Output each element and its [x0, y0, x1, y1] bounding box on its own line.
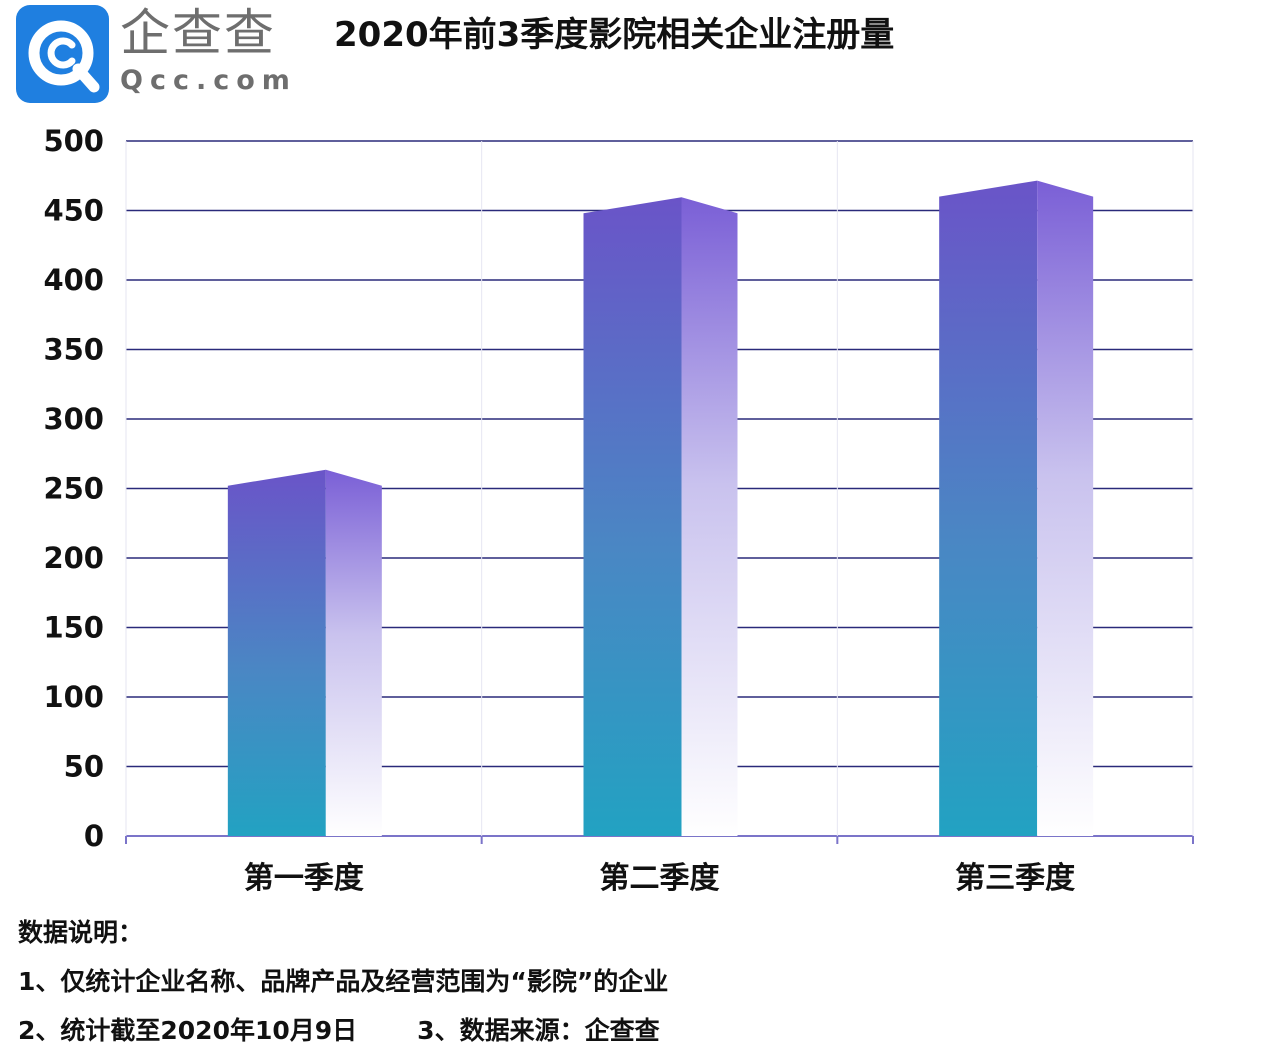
y-tick-label: 150	[43, 611, 104, 645]
y-tick-label: 400	[43, 263, 104, 297]
magnifier-c-icon	[28, 20, 100, 93]
bar-chart: 050100150200250300350400450500 第一季度 第二季度第…	[43, 124, 1194, 896]
bar-side-face	[325, 469, 382, 836]
y-tick-label: 300	[43, 402, 104, 436]
brand-name-cn: 企查查	[120, 4, 276, 62]
bar-3	[939, 180, 1094, 837]
notes-line-1: 1、仅统计企业名称、品牌产品及经营范围为“影院”的企业	[18, 967, 669, 996]
bar-front-face	[939, 180, 1038, 837]
y-tick-label: 200	[43, 541, 104, 575]
brand-name-en: Qcc.com	[120, 65, 297, 96]
bar-front-face	[227, 469, 326, 836]
x-tick-label: 第三季度	[955, 861, 1075, 896]
data-notes: 数据说明： 1、仅统计企业名称、品牌产品及经营范围为“影院”的企业 2、统计截至…	[18, 908, 668, 1055]
x-axis-ticks: 第一季度 第二季度 第三季度	[244, 861, 1075, 896]
qcc-logo	[16, 5, 109, 103]
y-tick-label: 100	[43, 680, 104, 714]
y-tick-label: 500	[43, 124, 104, 158]
notes-line-2: 2、统计截至2020年10月9日 3、数据来源：企查查	[18, 1006, 668, 1055]
notes-line-2-date: 2、统计截至2020年10月9日	[18, 1016, 358, 1045]
bar-2	[583, 197, 738, 836]
bars	[227, 180, 1094, 837]
y-axis-ticks: 0 50 100 150 200 250 300 350 400 450 500	[43, 124, 104, 853]
y-tick-label: 0	[84, 819, 104, 853]
bar-1	[227, 469, 382, 836]
y-tick-label: 450	[43, 194, 104, 228]
y-tick-label: 50	[64, 750, 104, 784]
bar-side-face	[1037, 180, 1094, 837]
bar-side-face	[681, 197, 738, 836]
notes-heading: 数据说明：	[18, 918, 144, 947]
bar-front-face	[583, 197, 682, 836]
chart-title: 2020年前3季度影院相关企业注册量	[334, 15, 895, 55]
brand-name: 企查查 Qcc.com	[120, 2, 297, 98]
y-tick-label: 350	[43, 333, 104, 367]
x-tick-label: 第一季度	[244, 861, 364, 896]
notes-line-2-source: 3、数据来源：企查查	[417, 1016, 660, 1045]
x-tick-label: 第二季度	[600, 861, 720, 896]
y-tick-label: 250	[43, 472, 104, 506]
